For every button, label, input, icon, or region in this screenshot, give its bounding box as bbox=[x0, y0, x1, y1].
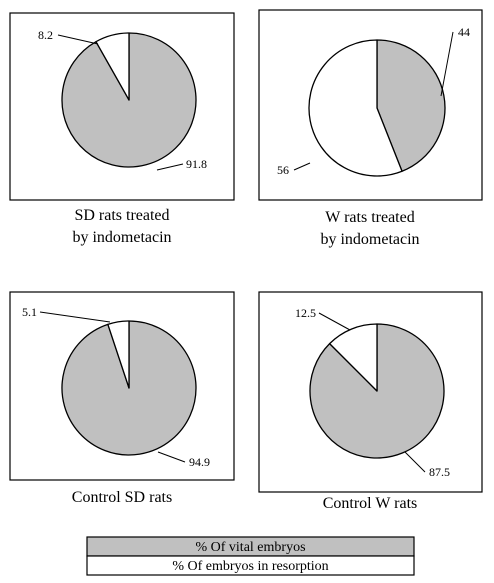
data-label: 8.2 bbox=[38, 28, 53, 42]
chart-caption: SD rats treated bbox=[74, 207, 169, 224]
chart-caption: Control W rats bbox=[323, 495, 418, 512]
data-label: 56 bbox=[277, 163, 289, 177]
legend-swatch bbox=[86, 555, 415, 576]
data-label: 87.5 bbox=[429, 465, 450, 479]
pie-slice bbox=[308, 39, 403, 177]
chart-caption: by indometacin bbox=[320, 231, 419, 248]
legend-label: % Of vital embryos bbox=[195, 540, 305, 555]
chart-caption: by indometacin bbox=[72, 229, 171, 246]
data-label: 91.8 bbox=[186, 157, 207, 171]
pie-chart-1: 91.8 8.2 SD rats treated by indometacin bbox=[9, 12, 235, 246]
pie-slice bbox=[107, 320, 130, 389]
data-label: 5.1 bbox=[22, 305, 37, 319]
pie-chart-2: 44 56 W rats treated by indometacin bbox=[258, 9, 483, 248]
pie-slice bbox=[309, 323, 445, 459]
leader-line bbox=[157, 451, 186, 463]
leader-line bbox=[57, 34, 99, 45]
leader-line bbox=[318, 312, 351, 331]
pie-chart-3: 94.9 5.1 Control SD rats bbox=[9, 291, 235, 506]
data-label: 44 bbox=[458, 25, 470, 39]
legend-label: % Of embryos in resorption bbox=[172, 559, 328, 574]
legend: % Of vital embryos % Of embryos in resorp… bbox=[86, 536, 415, 576]
data-label: 12.5 bbox=[295, 306, 316, 320]
leader-line bbox=[404, 451, 426, 473]
pie-slice bbox=[95, 32, 130, 101]
chart-caption: Control SD rats bbox=[72, 489, 172, 506]
chart-caption: W rats treated bbox=[325, 209, 414, 226]
pie-chart-4: 87.5 12.5 Control W rats bbox=[258, 291, 483, 512]
data-label: 94.9 bbox=[189, 455, 210, 469]
leader-line bbox=[440, 31, 454, 97]
pie-slice bbox=[376, 39, 446, 172]
leader-line bbox=[156, 163, 184, 171]
leader-line bbox=[39, 311, 111, 323]
pie-slice bbox=[328, 323, 378, 392]
leader-line bbox=[293, 162, 311, 171]
